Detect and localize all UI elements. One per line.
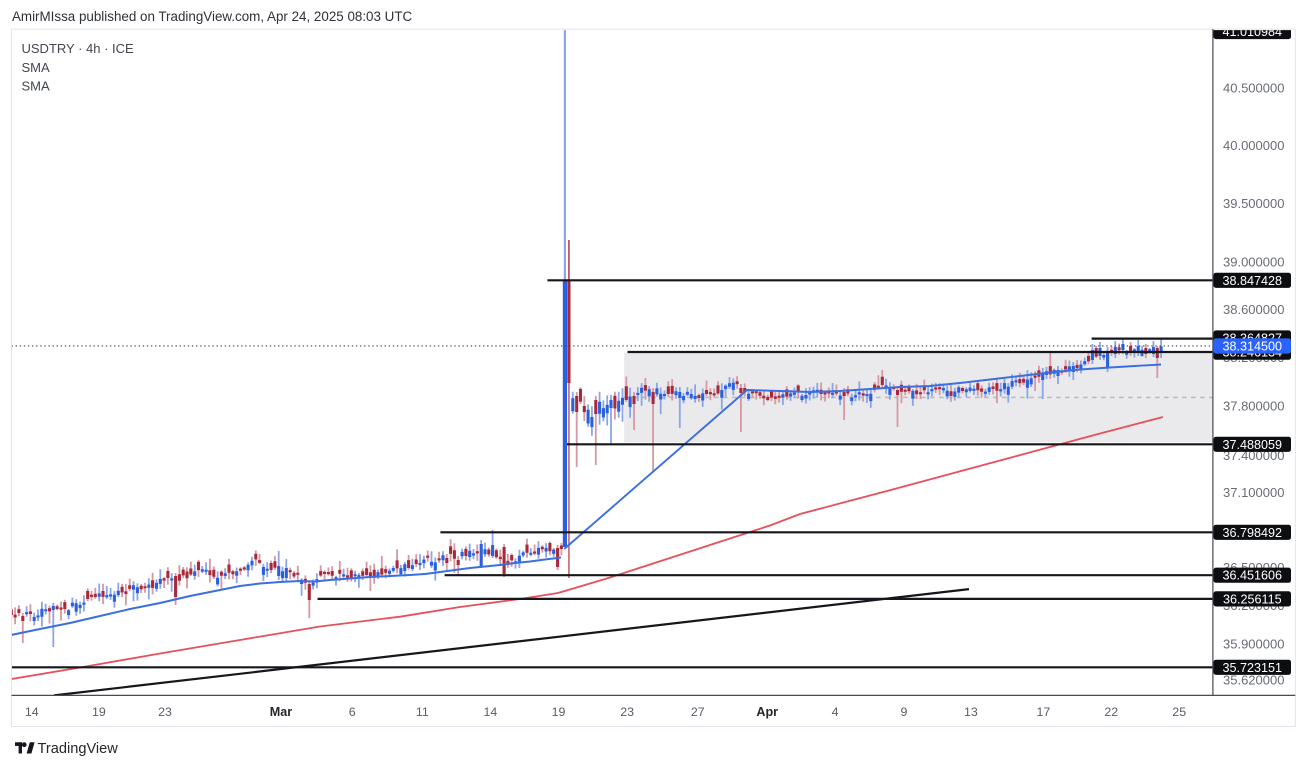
svg-text:40.000000: 40.000000 [1223,138,1284,153]
svg-text:SMA: SMA [22,60,51,75]
svg-text:38.847428: 38.847428 [1223,274,1283,288]
svg-text:USDTRY · 4h · ICE: USDTRY · 4h · ICE [22,41,135,56]
svg-text:38.314500: 38.314500 [1223,340,1283,354]
svg-text:27: 27 [691,705,705,719]
svg-text:38.600000: 38.600000 [1223,302,1284,317]
svg-text:14: 14 [484,705,498,719]
svg-text:35.723151: 35.723151 [1223,661,1283,675]
svg-text:36.798492: 36.798492 [1223,526,1283,540]
svg-text:SMA: SMA [22,79,51,94]
svg-text:35.900000: 35.900000 [1223,637,1284,652]
svg-text:36.451606: 36.451606 [1223,569,1283,583]
svg-text:37.488059: 37.488059 [1223,438,1283,452]
svg-text:39.000000: 39.000000 [1223,255,1284,270]
svg-text:23: 23 [620,705,634,719]
svg-text:13: 13 [964,705,978,719]
svg-text:17: 17 [1037,705,1051,719]
svg-text:6: 6 [349,705,356,719]
svg-text:40.500000: 40.500000 [1223,81,1284,96]
svg-text:36.256115: 36.256115 [1223,592,1282,606]
svg-text:9: 9 [901,705,908,719]
svg-text:19: 19 [552,705,566,719]
svg-text:22: 22 [1104,705,1118,719]
svg-text:35.620000: 35.620000 [1223,673,1284,688]
svg-text:23: 23 [158,705,172,719]
svg-text:39.500000: 39.500000 [1223,196,1284,211]
svg-text:AmirMIssa published on Trading: AmirMIssa published on TradingView.com, … [12,9,413,24]
svg-text:37.100000: 37.100000 [1223,485,1284,500]
svg-text:41.010984: 41.010984 [1223,25,1283,39]
svg-text:Mar: Mar [270,705,292,719]
svg-text:37.800000: 37.800000 [1223,399,1284,414]
svg-text:4: 4 [832,705,839,719]
svg-text:Apr: Apr [756,705,778,719]
svg-text:TradingView: TradingView [38,741,119,757]
svg-text:14: 14 [25,705,39,719]
svg-text:19: 19 [92,705,106,719]
svg-text:11: 11 [416,705,429,719]
svg-text:25: 25 [1172,705,1186,719]
